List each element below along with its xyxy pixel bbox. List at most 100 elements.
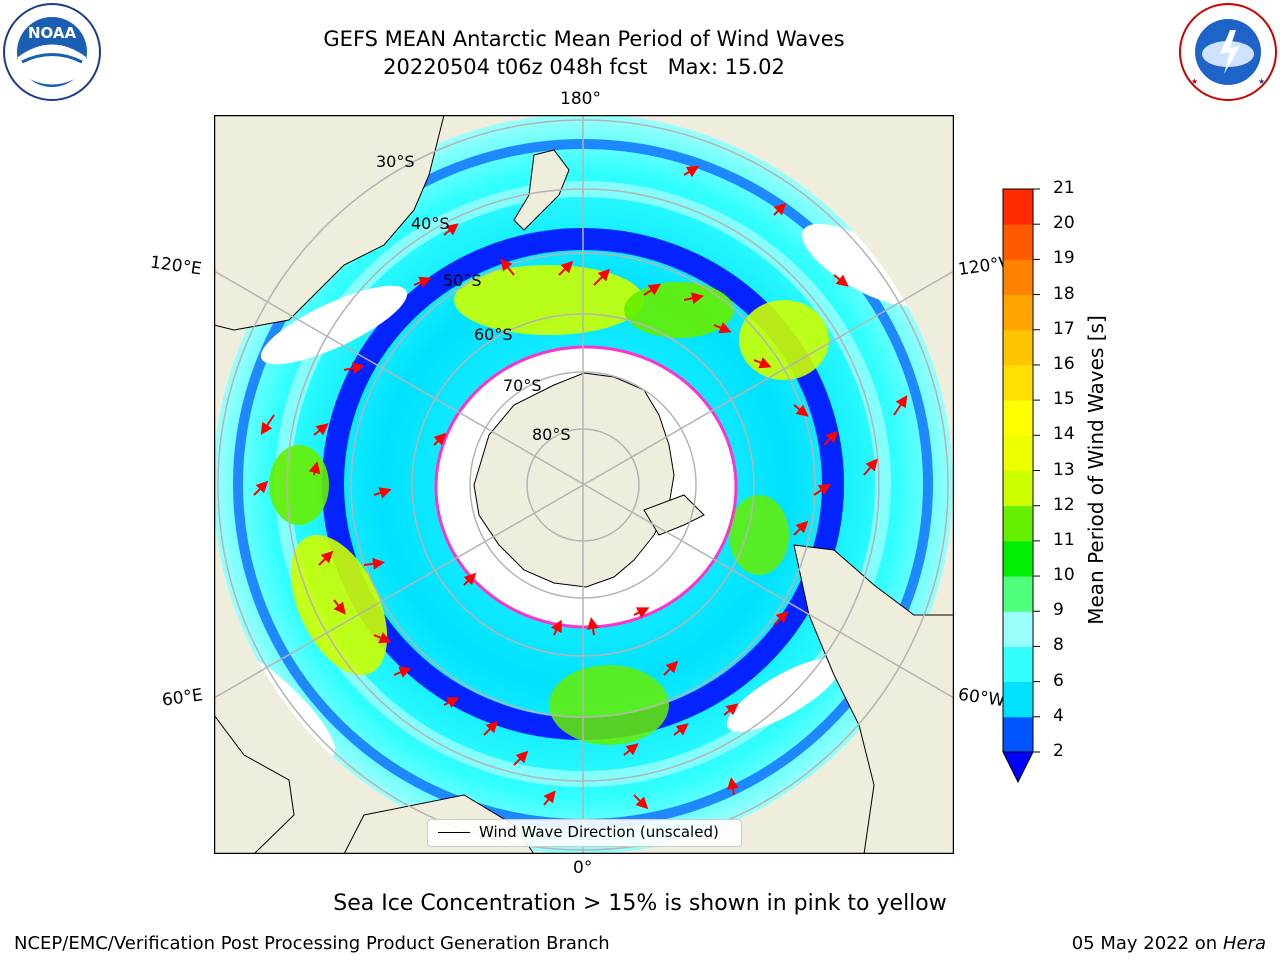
lon-label-bottom: 0° bbox=[573, 858, 593, 878]
wave-arrow bbox=[393, 666, 412, 678]
swell-patch-west bbox=[269, 445, 329, 525]
wave-arrow bbox=[363, 557, 385, 570]
wave-arrow bbox=[773, 610, 789, 626]
colorbar-tick-label: 13 bbox=[1053, 459, 1075, 480]
legend-label: Wind Wave Direction (unscaled) bbox=[479, 823, 719, 841]
colorbar-border bbox=[1002, 188, 1034, 753]
colorbar-segment bbox=[1003, 505, 1033, 542]
land-new-zealand bbox=[513, 149, 570, 231]
map-panel: 180° 0° 120°E 120°W 60°E 60°W 30°S 40°S … bbox=[149, 89, 1017, 878]
wave-arrow bbox=[500, 258, 515, 276]
wave-arrow bbox=[633, 607, 650, 619]
colorbar-segment bbox=[1003, 189, 1033, 225]
wave-arrow bbox=[793, 404, 809, 417]
wave-arrow bbox=[587, 617, 599, 636]
wave-arrow bbox=[623, 743, 639, 756]
svg-text:★: ★ bbox=[1258, 77, 1265, 86]
wave-arrow bbox=[443, 697, 460, 709]
wave-arrow bbox=[673, 723, 689, 736]
title-line-2: 20220504 t06z 048h fcst Max: 15.02 bbox=[383, 55, 785, 79]
colorbar-tick-label: 2 bbox=[1053, 741, 1064, 761]
white-gap-4 bbox=[726, 658, 842, 732]
colorbar-segment bbox=[1003, 470, 1033, 507]
colorbar-tick-label: 10 bbox=[1053, 565, 1075, 586]
wave-arrow bbox=[373, 487, 392, 499]
wave-arrow bbox=[318, 550, 334, 566]
colorbar-tick-label: 15 bbox=[1053, 389, 1075, 410]
white-gap-1 bbox=[802, 223, 926, 307]
wave-arrow bbox=[313, 423, 329, 436]
wave-arrow bbox=[433, 432, 447, 446]
noaa-logo: NOAA bbox=[2, 2, 103, 103]
wave-arrow bbox=[663, 660, 679, 676]
wave-arrow bbox=[723, 703, 739, 716]
land-antarctica bbox=[473, 372, 675, 588]
wave-arrow bbox=[823, 430, 839, 446]
wave-arrow bbox=[443, 223, 459, 236]
colorbar-tick-label: 4 bbox=[1053, 705, 1064, 726]
colorbar-segments bbox=[1003, 188, 1040, 753]
wave-arrow bbox=[683, 165, 700, 178]
map-legend: Wind Wave Direction (unscaled) bbox=[427, 819, 742, 847]
wave-arrow bbox=[413, 276, 432, 288]
colorbar-label: Mean Period of Wind Waves [s] bbox=[1084, 315, 1108, 625]
colorbar: 2 4 6 8 9 10 11 12 13 14 15 16 17 18 19 20 21 bbox=[1000, 178, 1110, 786]
colorbar-tick-label: 8 bbox=[1053, 635, 1064, 656]
wave-arrow bbox=[863, 458, 878, 476]
colorbar-segment bbox=[1003, 224, 1033, 260]
colorbar-segment bbox=[1003, 716, 1033, 753]
colorbar-segment bbox=[1003, 540, 1033, 577]
wave-arrow bbox=[813, 483, 831, 496]
colorbar-segment bbox=[1003, 576, 1033, 612]
title-line-1: GEFS MEAN Antarctic Mean Period of Wind … bbox=[323, 27, 845, 51]
wave-arrow bbox=[483, 720, 499, 736]
colorbar-tick-label: 12 bbox=[1053, 494, 1075, 515]
colorbar-tick-label: 16 bbox=[1053, 353, 1075, 374]
meridian-120e-60w bbox=[214, 270, 954, 699]
colorbar-tick-label: 17 bbox=[1053, 318, 1075, 339]
colorbar-segment bbox=[1003, 294, 1033, 331]
wave-arrow bbox=[593, 268, 611, 286]
colorbar-segment bbox=[1003, 646, 1033, 683]
colorbar-under-triangle bbox=[1002, 751, 1034, 784]
lat-label-30s: 30°S bbox=[376, 152, 415, 171]
swell-patch-atlantic bbox=[729, 495, 789, 575]
colorbar-tick-label: 9 bbox=[1053, 600, 1064, 621]
colorbar-tick-label: 20 bbox=[1053, 213, 1075, 234]
wave-arrow bbox=[343, 362, 365, 375]
wave-arrow bbox=[463, 572, 477, 586]
land-antarctic-peninsula bbox=[643, 494, 705, 536]
swell-patch-south bbox=[549, 665, 669, 745]
wave-direction-arrows bbox=[253, 165, 908, 810]
colorbar-segment bbox=[1003, 611, 1033, 647]
colorbar-tick-label: 19 bbox=[1053, 248, 1075, 269]
wave-arrow bbox=[683, 292, 704, 305]
wave-arrow bbox=[308, 461, 321, 476]
colorbar-segment bbox=[1003, 364, 1033, 401]
lon-label-upper-left: 120°E bbox=[148, 252, 203, 280]
colorbar-segment bbox=[1003, 329, 1033, 366]
wave-arrow bbox=[727, 777, 739, 796]
wave-arrow bbox=[543, 790, 556, 806]
wave-arrow bbox=[373, 632, 392, 644]
colorbar-segment bbox=[1003, 400, 1033, 436]
colorbar-segment bbox=[1003, 681, 1033, 718]
noaa-logo-text: NOAA bbox=[28, 24, 77, 42]
colorbar-tick-label: 6 bbox=[1053, 670, 1064, 691]
graticule bbox=[214, 115, 954, 854]
wave-arrow bbox=[558, 260, 574, 276]
footer-credit: NCEP/EMC/Verification Post Processing Pr… bbox=[14, 933, 610, 954]
lon-label-top: 180° bbox=[560, 89, 601, 109]
wave-arrow bbox=[773, 202, 787, 216]
svg-text:★: ★ bbox=[1191, 77, 1198, 86]
colorbar-tick-label: 21 bbox=[1053, 178, 1075, 198]
lon-label-lower-left: 60°E bbox=[160, 685, 205, 711]
colorbar-tick-label: 11 bbox=[1053, 529, 1075, 550]
lon-label-lower-right: 60°W bbox=[956, 684, 1007, 712]
colorbar-tick-label: 18 bbox=[1053, 283, 1075, 304]
lat-label-50s: 50°S bbox=[443, 271, 482, 290]
land-africa bbox=[214, 714, 295, 854]
wave-arrow bbox=[550, 619, 562, 636]
footer-machine: Hera bbox=[1222, 933, 1266, 954]
wave-arrow bbox=[253, 480, 269, 496]
